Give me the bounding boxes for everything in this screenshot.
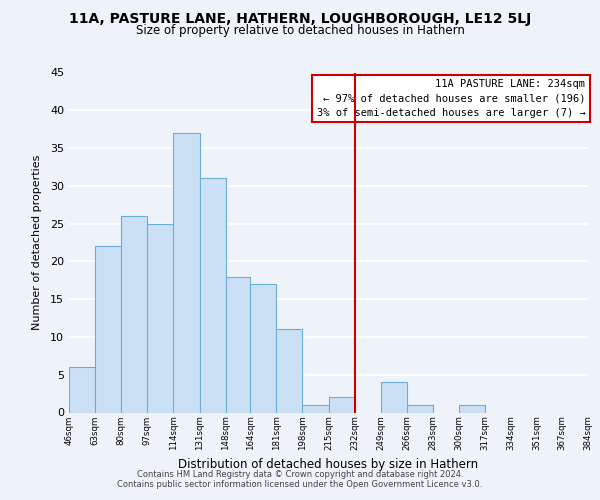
Text: 11A, PASTURE LANE, HATHERN, LOUGHBOROUGH, LE12 5LJ: 11A, PASTURE LANE, HATHERN, LOUGHBOROUGH… — [69, 12, 531, 26]
Bar — [250, 284, 276, 412]
Bar — [95, 246, 121, 412]
Text: Size of property relative to detached houses in Hathern: Size of property relative to detached ho… — [136, 24, 464, 37]
Bar — [407, 405, 433, 412]
Y-axis label: Number of detached properties: Number of detached properties — [32, 155, 41, 330]
Bar — [276, 330, 302, 412]
Bar — [459, 405, 485, 412]
Text: Contains HM Land Registry data © Crown copyright and database right 2024.: Contains HM Land Registry data © Crown c… — [137, 470, 463, 479]
Bar — [302, 405, 329, 412]
Bar — [121, 216, 148, 412]
Bar — [329, 398, 355, 412]
Bar — [148, 224, 173, 412]
Text: 11A PASTURE LANE: 234sqm
← 97% of detached houses are smaller (196)
3% of semi-d: 11A PASTURE LANE: 234sqm ← 97% of detach… — [317, 80, 586, 118]
Bar — [200, 178, 226, 412]
Text: Contains public sector information licensed under the Open Government Licence v3: Contains public sector information licen… — [118, 480, 482, 489]
Bar — [173, 133, 200, 412]
Bar — [226, 276, 250, 412]
X-axis label: Distribution of detached houses by size in Hathern: Distribution of detached houses by size … — [178, 458, 479, 471]
Bar — [69, 367, 95, 412]
Bar — [381, 382, 407, 412]
